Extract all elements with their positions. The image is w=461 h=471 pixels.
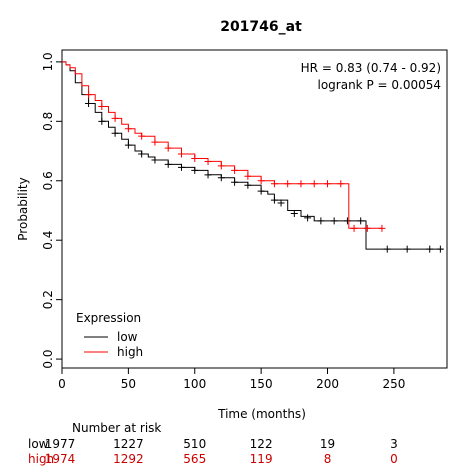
hr-annotation: HR = 0.83 (0.74 - 0.92) — [301, 61, 441, 75]
series-layer — [62, 61, 444, 253]
censor-mark — [337, 180, 345, 188]
censor-mark — [124, 141, 132, 149]
y-tick-label: 0.8 — [41, 112, 55, 131]
censor-mark — [244, 181, 252, 189]
censor-mark — [191, 154, 199, 162]
censor-mark — [85, 91, 93, 99]
censor-mark — [270, 196, 278, 204]
risk-count: 1292 — [113, 452, 144, 466]
risk-count: 1974 — [45, 452, 76, 466]
censor-mark — [177, 163, 185, 171]
risk-table-title: Number at risk — [72, 421, 161, 435]
censor-mark — [284, 180, 292, 188]
y-tick-label: 0.6 — [41, 171, 55, 190]
censor-mark — [270, 180, 278, 188]
censor-mark — [290, 209, 298, 217]
risk-count: 122 — [250, 437, 273, 451]
censor-mark — [357, 217, 365, 225]
risk-row-label-low: low — [28, 437, 49, 451]
y-tick-label: 1.0 — [41, 52, 55, 71]
risk-count: 19 — [320, 437, 335, 451]
censor-mark — [310, 180, 318, 188]
censor-mark — [111, 129, 119, 137]
censor-mark — [231, 166, 239, 174]
risk-count: 510 — [183, 437, 206, 451]
x-tick-label: 0 — [58, 377, 66, 391]
censor-mark — [191, 166, 199, 174]
censor-mark — [257, 187, 265, 195]
censor-mark — [151, 156, 159, 164]
y-axis-label: Probability — [16, 177, 30, 240]
censor-mark — [217, 162, 225, 170]
risk-row-label-high: high — [28, 452, 54, 466]
censor-mark — [151, 138, 159, 146]
y-tick-label: 0.2 — [41, 290, 55, 309]
censor-mark — [124, 125, 132, 133]
censor-mark — [177, 150, 185, 158]
legend-label-high: high — [117, 345, 143, 359]
censor-mark — [204, 157, 212, 165]
y-tick-label: 0.0 — [41, 350, 55, 369]
censor-mark — [164, 144, 172, 152]
x-tick-label: 100 — [183, 377, 206, 391]
legend-label-low: low — [117, 330, 138, 344]
censor-mark — [244, 172, 252, 180]
censor-mark — [98, 117, 106, 125]
legend: Expression low high — [76, 311, 143, 359]
censor-mark — [204, 171, 212, 179]
censor-mark — [343, 217, 351, 225]
censor-mark — [138, 132, 146, 140]
chart-title: 201746_at — [220, 19, 302, 35]
risk-count: 119 — [250, 452, 273, 466]
legend-title: Expression — [76, 311, 141, 325]
censor-mark — [164, 160, 172, 168]
censor-mark — [277, 199, 285, 207]
censor-mark — [138, 150, 146, 158]
risk-count: 8 — [324, 452, 332, 466]
risk-count: 1227 — [113, 437, 144, 451]
risk-count: 3 — [390, 437, 398, 451]
plot-frame — [61, 49, 448, 369]
axes: 0 50 100 150 200 250 0.0 0.2 0.4 0.6 0.8 1.0 — [41, 52, 405, 391]
censor-mark — [257, 177, 265, 185]
censor-mark — [324, 180, 332, 188]
censor-marks-high — [85, 91, 386, 232]
risk-count: 565 — [183, 452, 206, 466]
censor-mark — [350, 224, 358, 232]
censor-mark — [403, 245, 411, 253]
censor-marks-low — [85, 99, 444, 253]
censor-mark — [304, 214, 312, 222]
censor-mark — [436, 245, 444, 253]
censor-mark — [330, 217, 338, 225]
y-tick-label: 0.4 — [41, 231, 55, 250]
risk-count: 1977 — [45, 437, 76, 451]
censor-mark — [217, 174, 225, 182]
censor-mark — [317, 217, 325, 225]
censor-mark — [383, 245, 391, 253]
censor-mark — [297, 180, 305, 188]
x-tick-label: 200 — [316, 377, 339, 391]
censor-mark — [85, 99, 93, 107]
x-tick-label: 150 — [250, 377, 273, 391]
x-tick-label: 250 — [382, 377, 405, 391]
logrank-annotation: logrank P = 0.00054 — [318, 78, 442, 92]
censor-mark — [111, 114, 119, 122]
x-axis-label: Time (months) — [217, 407, 306, 421]
risk-count: 0 — [390, 452, 398, 466]
censor-mark — [426, 245, 434, 253]
censor-mark — [98, 102, 106, 110]
censor-mark — [363, 224, 371, 232]
censor-mark — [378, 224, 386, 232]
censor-mark — [231, 178, 239, 186]
x-tick-label: 50 — [121, 377, 136, 391]
